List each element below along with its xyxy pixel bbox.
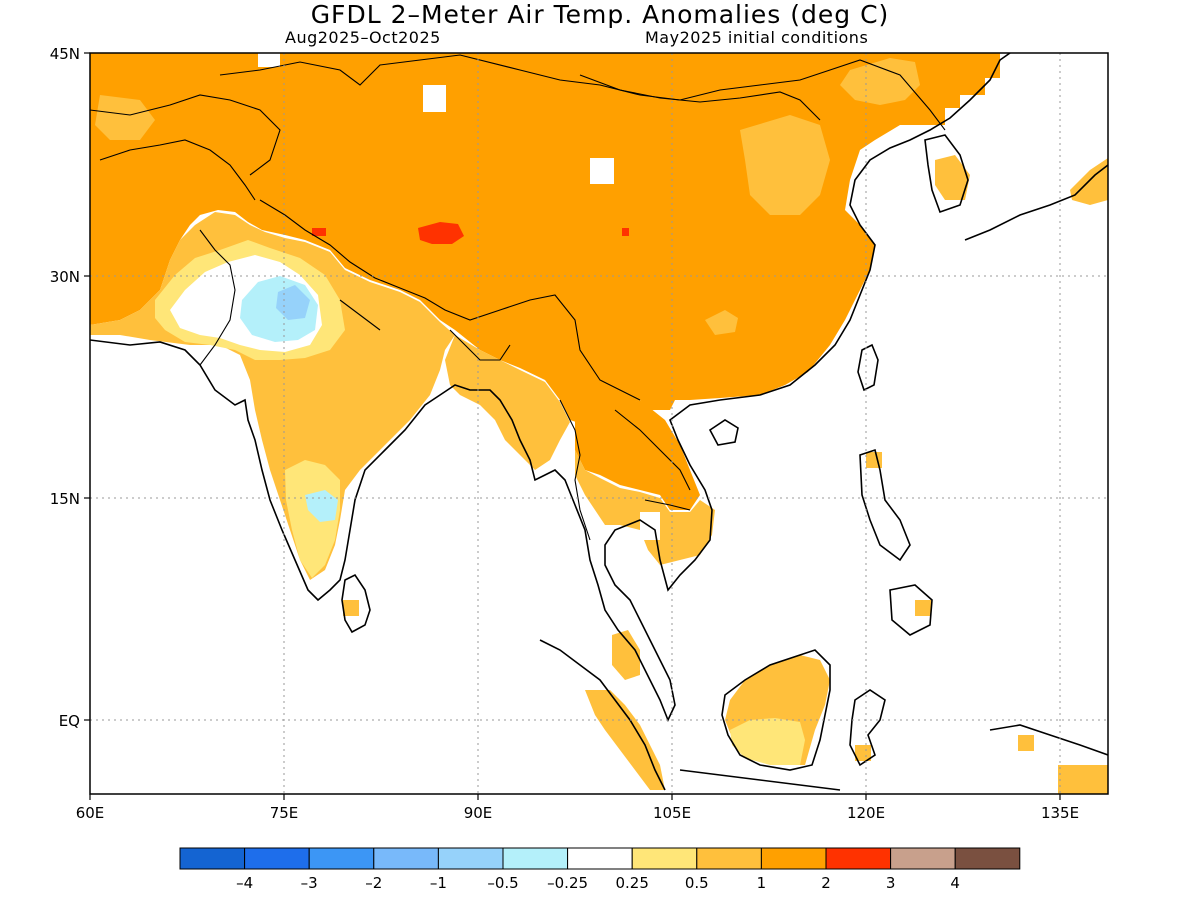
border-cambodia bbox=[644, 499, 691, 511]
lat-label-45n: 45N bbox=[50, 45, 80, 63]
legend-swatch bbox=[308, 847, 375, 870]
plot-frame bbox=[89, 52, 1109, 795]
neutral-cell-3 bbox=[258, 53, 280, 67]
legend-label: –3 bbox=[301, 874, 318, 892]
legend-label: –0.25 bbox=[547, 874, 588, 892]
border-bangladesh bbox=[449, 329, 511, 361]
legend-label: 4 bbox=[950, 874, 960, 892]
lat-label-15n: 15N bbox=[50, 490, 80, 508]
moderate-warm-china-east bbox=[740, 115, 830, 215]
country-borders bbox=[90, 54, 946, 541]
legend-swatch bbox=[954, 847, 1021, 870]
border-india-central bbox=[339, 299, 381, 331]
lat-label-30n: 30N bbox=[50, 268, 80, 286]
legend-swatch bbox=[825, 847, 892, 870]
color-legend: –4 –3 –2 –1 –0.5 –0.25 0.25 0.5 1 2 3 4 bbox=[179, 847, 1021, 892]
shaded-field bbox=[90, 53, 1108, 794]
coast-sumatra bbox=[539, 639, 666, 791]
moderate-warm-myanmar bbox=[445, 335, 570, 470]
border-laos-vietnam bbox=[614, 409, 691, 491]
moderate-warm-central-asia bbox=[95, 95, 155, 140]
border-india-pakistan bbox=[199, 229, 236, 366]
forecast-period: Aug2025–Oct2025 bbox=[285, 28, 441, 47]
lon-label-135e: 135E bbox=[1041, 804, 1079, 822]
moderate-warm-malaysia bbox=[612, 630, 640, 680]
coast-new-guinea bbox=[989, 724, 1108, 756]
moderate-warm-sumatra bbox=[585, 690, 665, 790]
coastlines bbox=[90, 53, 1108, 791]
border-myanmar-thailand bbox=[559, 399, 591, 541]
weak-warm-borneo bbox=[730, 718, 805, 765]
legend-swatch bbox=[631, 847, 698, 870]
moderate-warm-srilanka bbox=[343, 600, 359, 616]
legend-swatch bbox=[244, 847, 310, 870]
legend-swatch bbox=[760, 847, 827, 870]
coast-hainan bbox=[708, 419, 739, 446]
legend-label: 0.5 bbox=[685, 874, 709, 892]
coast-sulawesi bbox=[849, 689, 886, 767]
neutral-cell-2 bbox=[590, 158, 614, 184]
legend-label: 0.25 bbox=[615, 874, 648, 892]
lon-label-75e: 75E bbox=[270, 804, 299, 822]
legend-label: –4 bbox=[236, 874, 253, 892]
coast-borneo bbox=[721, 649, 831, 771]
legend-label: 3 bbox=[886, 874, 896, 892]
initial-conditions: May2025 initial conditions bbox=[645, 28, 869, 47]
legend-swatch bbox=[567, 847, 633, 870]
border-central-asia bbox=[90, 94, 281, 176]
lon-label-105e: 105E bbox=[653, 804, 691, 822]
moderate-warm-manchuria bbox=[840, 58, 920, 105]
legend-label: 1 bbox=[757, 874, 767, 892]
gridlines bbox=[90, 53, 1108, 794]
very-strong-warm-spot-1 bbox=[312, 228, 326, 236]
border-himalaya bbox=[259, 199, 641, 401]
legend-swatch bbox=[437, 847, 504, 870]
border-mongolia bbox=[579, 74, 821, 121]
coast-srilanka bbox=[341, 573, 371, 634]
moderate-warm-thailand bbox=[575, 450, 715, 565]
legend-label: 2 bbox=[821, 874, 831, 892]
map-title: GFDL 2–Meter Air Temp. Anomalies (deg C) bbox=[310, 0, 890, 29]
legend-swatch bbox=[502, 847, 569, 870]
legend-swatch bbox=[890, 847, 956, 870]
border-china-north bbox=[219, 54, 946, 131]
moderate-warm-korea bbox=[935, 155, 970, 200]
very-strong-warm-tibet bbox=[418, 222, 464, 244]
coast-java bbox=[679, 769, 841, 791]
moderate-warm-sulawesi bbox=[855, 745, 871, 761]
neutral-cell-1 bbox=[423, 85, 446, 112]
legend-swatch bbox=[179, 847, 246, 870]
moderate-warm-moluccas bbox=[1018, 735, 1034, 751]
axis-ticks bbox=[84, 52, 1061, 800]
strong-warm-indochina bbox=[575, 400, 700, 510]
legend-label: –0.5 bbox=[487, 874, 518, 892]
coast-taiwan bbox=[857, 343, 879, 392]
coast-japan bbox=[964, 164, 1108, 241]
very-strong-warm-spot-2 bbox=[622, 228, 629, 236]
coast-south-asia bbox=[90, 53, 1011, 723]
lon-label-120e: 120E bbox=[847, 804, 885, 822]
weak-warm-south-india bbox=[285, 460, 340, 578]
legend-swatch bbox=[373, 847, 439, 870]
lon-label-90e: 90E bbox=[464, 804, 493, 822]
coast-luzon bbox=[859, 448, 911, 562]
moderate-warm-sichuan bbox=[705, 310, 738, 335]
lon-label-60e: 60E bbox=[76, 804, 105, 822]
moderate-warm-newguinea bbox=[1058, 765, 1108, 794]
legend-label: –1 bbox=[430, 874, 447, 892]
moderate-warm-mindanao bbox=[915, 600, 931, 616]
legend-swatch bbox=[696, 847, 762, 870]
coast-mindanao bbox=[889, 584, 933, 636]
lat-label-eq: EQ bbox=[59, 712, 80, 730]
legend-label: –2 bbox=[365, 874, 382, 892]
coast-korea bbox=[924, 134, 969, 214]
border-afghanistan bbox=[99, 139, 256, 201]
